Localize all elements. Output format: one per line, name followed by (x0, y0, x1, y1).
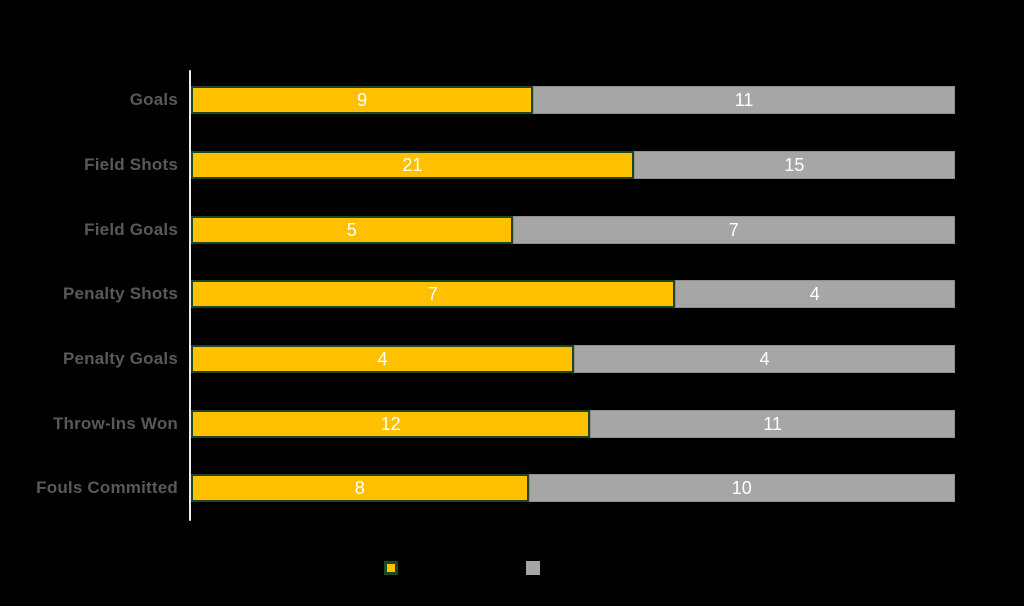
value-label: 4 (759, 349, 770, 370)
stacked-bar: 9 11 (191, 86, 955, 115)
gray-series-legend-swatch (526, 561, 540, 575)
value-label: 8 (354, 478, 365, 499)
chart-rows: Goals 9 11 Field Shots 21 15 Field Goals 5 7 Pena… (0, 68, 1024, 521)
value-label: 7 (728, 219, 739, 240)
stacked-bar: 12 11 (191, 409, 955, 438)
gold-series-segment: 4 (191, 345, 574, 374)
chart-row: Penalty Goals 4 4 (0, 327, 1024, 392)
value-label: 15 (784, 155, 805, 176)
gray-series-segment: 11 (590, 409, 955, 438)
gray-series-segment: 10 (528, 474, 955, 503)
chart-row: Field Goals 5 7 (0, 197, 1024, 262)
gold-series-legend-swatch (384, 561, 398, 575)
gold-series-segment: 5 (191, 215, 513, 244)
category-label: Field Goals (84, 219, 178, 239)
value-label: 12 (380, 413, 401, 434)
category-label: Fouls Committed (36, 478, 178, 498)
gray-series-segment: 4 (574, 345, 955, 374)
value-label: 10 (731, 478, 752, 499)
value-label: 11 (763, 413, 782, 434)
value-label: 4 (809, 284, 820, 305)
gold-series-segment: 21 (191, 151, 634, 180)
gold-series-segment: 9 (191, 86, 534, 115)
category-label: Throw-Ins Won (52, 413, 178, 433)
chart-legend (384, 561, 540, 575)
gold-series-segment: 7 (191, 280, 675, 309)
category-label: Penalty Shots (62, 284, 178, 304)
gray-series-segment: 7 (512, 215, 955, 244)
chart-row: Throw-Ins Won 12 11 (0, 391, 1024, 456)
gold-series-segment: 8 (191, 474, 529, 503)
stacked-bar: 21 15 (191, 151, 955, 180)
value-label: 21 (402, 155, 423, 176)
gray-series-segment: 15 (633, 151, 955, 180)
chart-row: Penalty Shots 7 4 (0, 262, 1024, 327)
y-axis-line (189, 70, 191, 521)
chart-row: Field Shots 21 15 (0, 133, 1024, 198)
gold-series-segment: 12 (191, 409, 591, 438)
value-label: 9 (357, 90, 368, 111)
stacked-bar: 8 10 (191, 474, 955, 503)
value-label: 5 (346, 219, 357, 240)
category-label: Field Shots (84, 155, 178, 175)
value-label: 4 (377, 349, 388, 370)
category-label: Goals (129, 90, 178, 110)
value-label: 7 (427, 284, 438, 305)
value-label: 11 (734, 90, 754, 111)
chart-row: Fouls Committed 8 10 (0, 456, 1024, 521)
gray-series-segment: 11 (533, 86, 955, 115)
category-label: Penalty Goals (62, 349, 178, 369)
gray-series-segment: 4 (674, 280, 955, 309)
chart-row: Goals 9 11 (0, 68, 1024, 133)
